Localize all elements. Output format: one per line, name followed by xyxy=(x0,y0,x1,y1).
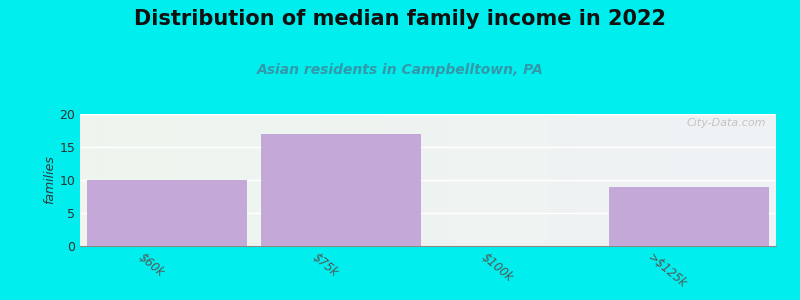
Bar xyxy=(87,180,247,246)
Bar xyxy=(261,134,421,246)
Y-axis label: families: families xyxy=(43,156,57,204)
Text: Asian residents in Campbelltown, PA: Asian residents in Campbelltown, PA xyxy=(257,63,543,77)
Text: Distribution of median family income in 2022: Distribution of median family income in … xyxy=(134,9,666,29)
Bar xyxy=(609,187,769,246)
Text: City-Data.com: City-Data.com xyxy=(686,118,766,128)
